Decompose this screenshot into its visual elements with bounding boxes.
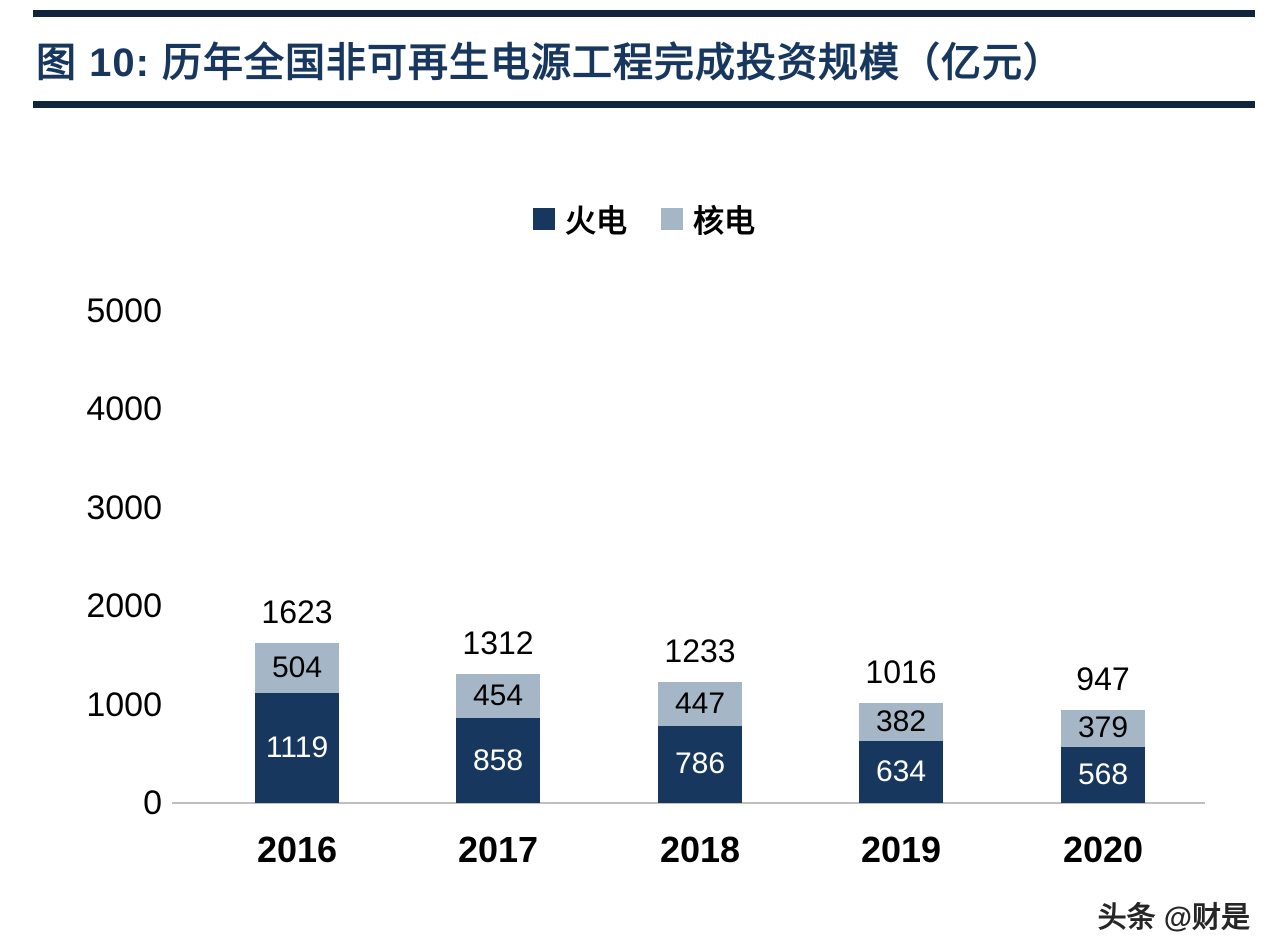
- header-bottom-rule: [33, 101, 1255, 108]
- bar-segment-nuclear: 504: [255, 643, 339, 693]
- bar-value-label: 454: [472, 679, 524, 713]
- bar-value-label: 379: [1077, 711, 1129, 745]
- legend-swatch-nuclear: [661, 207, 683, 230]
- bar-value-label: 382: [875, 704, 927, 738]
- x-axis-category-label: 2018: [659, 829, 741, 870]
- y-axis-tick-label: 1000: [86, 685, 162, 724]
- bar-value-label: 504: [271, 650, 323, 684]
- bar-value-label: 568: [1077, 758, 1129, 792]
- bar-segment-thermal: 568: [1061, 747, 1145, 803]
- x-axis-category-label: 2017: [457, 829, 539, 870]
- bar-total-label: 1016: [865, 653, 937, 690]
- bar-segment-nuclear: 379: [1061, 709, 1145, 748]
- x-axis-line: [172, 802, 1205, 804]
- legend-item-thermal: 火电: [533, 196, 627, 241]
- legend-item-nuclear: 核电: [661, 196, 755, 241]
- legend-label: 核电: [693, 204, 755, 239]
- y-axis-tick-label: 0: [143, 784, 162, 822]
- y-axis-tick-label: 4000: [86, 390, 162, 428]
- legend-label: 火电: [565, 204, 627, 239]
- bar-segment-thermal: 786: [658, 725, 742, 803]
- header-top-rule: [33, 10, 1255, 17]
- bar-value-label: 858: [472, 743, 524, 777]
- bar-segment-thermal: 858: [456, 718, 540, 803]
- bar-value-label: 1119: [265, 730, 329, 764]
- figure-title: 图 10: 历年全国非可再生电源工程完成投资规模（亿元）: [36, 41, 1065, 85]
- bar-total-label: 1623: [261, 594, 333, 631]
- x-axis-category-label: 2016: [256, 829, 338, 870]
- bar-segment-thermal: 1119: [255, 692, 339, 803]
- watermark-text: 头条 @财是: [1097, 902, 1250, 934]
- y-axis-tick-label: 5000: [86, 291, 162, 330]
- bar-total-label: 1312: [462, 624, 534, 661]
- legend-swatch-thermal: [533, 207, 555, 230]
- y-axis-tick-label: 3000: [86, 488, 162, 527]
- y-axis-tick-label: 2000: [86, 587, 162, 625]
- bar-value-label: 634: [875, 754, 927, 788]
- bar-segment-nuclear: 447: [658, 681, 742, 726]
- bar-total-label: 947: [1076, 660, 1130, 697]
- bar-value-label: 447: [674, 686, 726, 720]
- x-axis-category-label: 2019: [860, 829, 942, 870]
- x-axis-category-label: 2020: [1062, 829, 1144, 870]
- chart-legend: 火电 核电: [0, 196, 1288, 241]
- bar-segment-thermal: 634: [859, 740, 943, 803]
- bar-total-label: 1233: [664, 632, 736, 669]
- bar-segment-nuclear: 382: [859, 702, 943, 741]
- bar-segment-nuclear: 454: [456, 673, 540, 719]
- bar-value-label: 786: [674, 747, 726, 781]
